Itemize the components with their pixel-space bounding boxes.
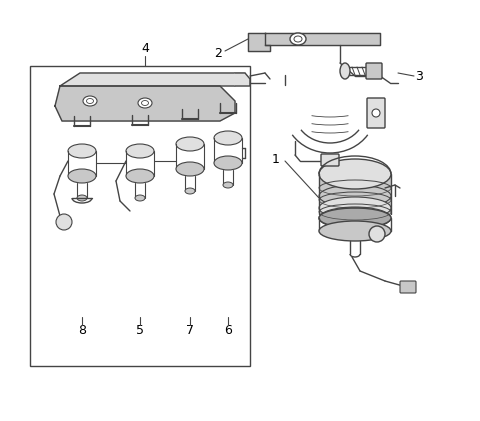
Ellipse shape [86,99,94,104]
Ellipse shape [126,169,154,183]
FancyBboxPatch shape [400,281,416,293]
Ellipse shape [319,185,391,207]
Ellipse shape [138,98,152,108]
Ellipse shape [319,208,391,228]
FancyBboxPatch shape [321,154,339,166]
Ellipse shape [319,197,391,219]
FancyBboxPatch shape [366,63,382,79]
Text: 1: 1 [272,152,280,165]
Ellipse shape [135,195,145,201]
Ellipse shape [319,159,391,189]
Ellipse shape [185,188,195,194]
Bar [30,66,250,366]
Circle shape [56,214,72,230]
FancyBboxPatch shape [319,174,391,218]
Ellipse shape [83,96,97,106]
Ellipse shape [319,207,391,229]
Ellipse shape [340,63,350,79]
Ellipse shape [223,182,233,188]
Polygon shape [265,33,380,45]
Text: 3: 3 [415,69,423,83]
Ellipse shape [214,156,242,170]
Ellipse shape [294,36,302,42]
Circle shape [369,226,385,242]
Ellipse shape [176,162,204,176]
Circle shape [372,109,380,117]
Ellipse shape [77,195,87,201]
Ellipse shape [319,221,391,241]
Text: 5: 5 [136,325,144,338]
Polygon shape [235,73,250,86]
Ellipse shape [290,33,306,45]
Text: 4: 4 [141,42,149,55]
Polygon shape [55,86,235,121]
Text: 7: 7 [186,325,194,338]
Ellipse shape [142,101,148,106]
FancyBboxPatch shape [367,98,385,128]
Ellipse shape [176,137,204,151]
Polygon shape [60,73,245,86]
Text: 2: 2 [214,46,222,59]
Ellipse shape [214,131,242,145]
Polygon shape [248,33,270,51]
Text: 8: 8 [78,325,86,338]
Ellipse shape [68,169,96,183]
Text: 6: 6 [224,325,232,338]
Ellipse shape [126,144,154,158]
Ellipse shape [68,144,96,158]
